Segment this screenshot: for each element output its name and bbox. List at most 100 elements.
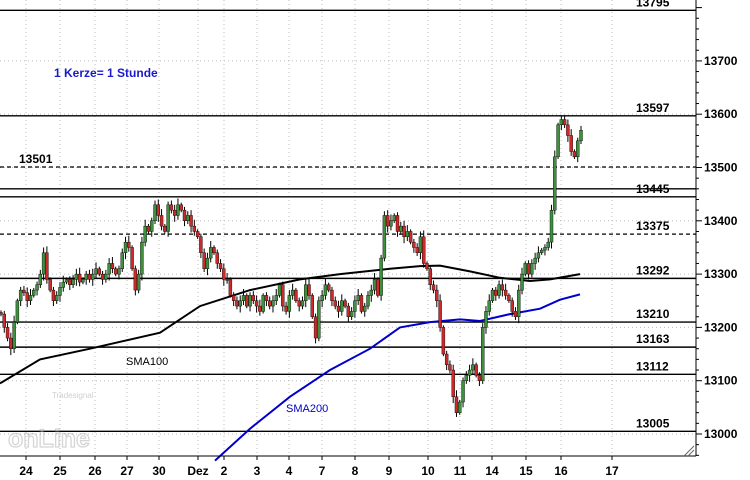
candle-body-59 (192, 225, 197, 232)
candle-body-106 (346, 305, 351, 317)
candle-body-3 (9, 337, 13, 349)
candle-body-80 (261, 295, 265, 312)
candle-body-100 (326, 284, 331, 291)
candle-body-79 (258, 305, 262, 312)
candle-body-159 (520, 273, 524, 291)
y-tick-label-13200: 13200 (704, 320, 738, 334)
candle-body-171 (559, 119, 564, 126)
candle-body-65 (212, 247, 216, 253)
y-tick-label-13400: 13400 (704, 214, 738, 228)
candle-body-118 (385, 215, 390, 227)
candle-body-43 (140, 241, 144, 275)
candle-body-119 (389, 220, 393, 227)
candle-body-150 (490, 289, 495, 301)
y-tick-label-13700: 13700 (704, 54, 738, 68)
x-tick-label-27: 27 (120, 464, 134, 478)
level-label-13445: 13445 (636, 182, 670, 196)
candle-body-121 (395, 215, 400, 232)
y-tick-label-13300: 13300 (704, 267, 738, 281)
candle-body-40 (130, 247, 134, 269)
candle-body-153 (500, 284, 505, 291)
candle-body-96 (313, 316, 318, 339)
candle-body-163 (533, 257, 537, 264)
candle-body-114 (372, 279, 377, 291)
candle-body-49 (159, 215, 164, 227)
candle-body-156 (510, 300, 514, 312)
candle-body-91 (297, 300, 301, 307)
candle-body-47 (153, 204, 157, 221)
candle-body-160 (523, 263, 527, 275)
candle-body-28 (91, 273, 95, 280)
x-tick-label-17: 17 (605, 464, 619, 478)
candle-body-5 (15, 300, 20, 323)
candle-body-42 (136, 273, 141, 291)
candle-body-131 (428, 268, 432, 285)
candle-body-21 (68, 279, 72, 285)
candle-body-11 (35, 284, 39, 291)
candle-body-33 (107, 263, 111, 275)
candle-body-124 (405, 231, 410, 237)
candle-body-89 (290, 289, 295, 296)
candle-body-133 (435, 289, 439, 301)
candle-body-138 (451, 369, 455, 397)
candle-body-90 (294, 289, 298, 301)
candle-body-112 (366, 295, 370, 307)
candle-body-76 (248, 295, 252, 307)
candle-body-154 (503, 289, 508, 296)
candle-body-63 (205, 257, 210, 269)
candle-body-136 (444, 353, 449, 365)
candle-body-78 (254, 300, 259, 307)
candle-body-142 (464, 375, 469, 381)
candle-body-125 (408, 231, 413, 243)
candle-body-30 (97, 268, 102, 275)
candle-body-25 (81, 279, 85, 283)
candle-body-75 (245, 295, 249, 307)
candle-body-50 (163, 225, 167, 232)
candle-body-45 (146, 225, 151, 232)
x-tick-label-7: 7 (319, 464, 326, 478)
candle-body-107 (349, 311, 354, 317)
y-tick-label-13000: 13000 (704, 427, 738, 441)
candle-body-143 (467, 369, 472, 376)
candle-body-53 (172, 209, 177, 216)
candle-body-32 (104, 273, 108, 280)
candle-body-56 (182, 209, 187, 221)
candle-body-140 (458, 401, 462, 413)
candle-body-99 (323, 284, 328, 296)
candle-body-101 (330, 289, 334, 301)
candle-body-169 (553, 156, 557, 211)
candle-body-165 (539, 249, 544, 253)
candle-body-104 (340, 300, 344, 312)
candle-body-8 (25, 292, 29, 301)
axes-frame (0, 0, 702, 460)
candle-body-175 (572, 151, 577, 158)
candle-body-82 (268, 300, 272, 307)
candle-body-95 (310, 295, 314, 317)
level-label-13210: 13210 (636, 307, 670, 321)
candle-body-71 (231, 295, 236, 301)
candle-body-54 (176, 204, 180, 216)
candle-body-55 (179, 204, 183, 211)
x-tick-label-26: 26 (88, 464, 102, 478)
candle-body-7 (22, 289, 26, 293)
candle-body-20 (64, 279, 69, 283)
candle-body-110 (359, 295, 364, 312)
resize-grip-icon[interactable] (683, 445, 695, 457)
candle-body-148 (484, 311, 488, 328)
sma200-label: SMA200 (286, 403, 328, 415)
brand-logo: Tradesignal onLine (7, 391, 93, 454)
candle-body-108 (353, 300, 357, 312)
candle-body-85 (277, 284, 282, 296)
candle-body-72 (235, 300, 239, 307)
candle-body-157 (513, 311, 518, 317)
candle-body-61 (199, 236, 203, 253)
candle-body-10 (32, 289, 36, 296)
level-label-13005: 13005 (636, 416, 670, 430)
candle-body-48 (156, 204, 160, 216)
candle-body-46 (150, 220, 154, 232)
chart-annotation: 1 Kerze= 1 Stunde (54, 66, 158, 80)
candle-body-177 (579, 129, 583, 142)
sma100-line (0, 264, 581, 385)
candle-body-111 (363, 305, 367, 312)
